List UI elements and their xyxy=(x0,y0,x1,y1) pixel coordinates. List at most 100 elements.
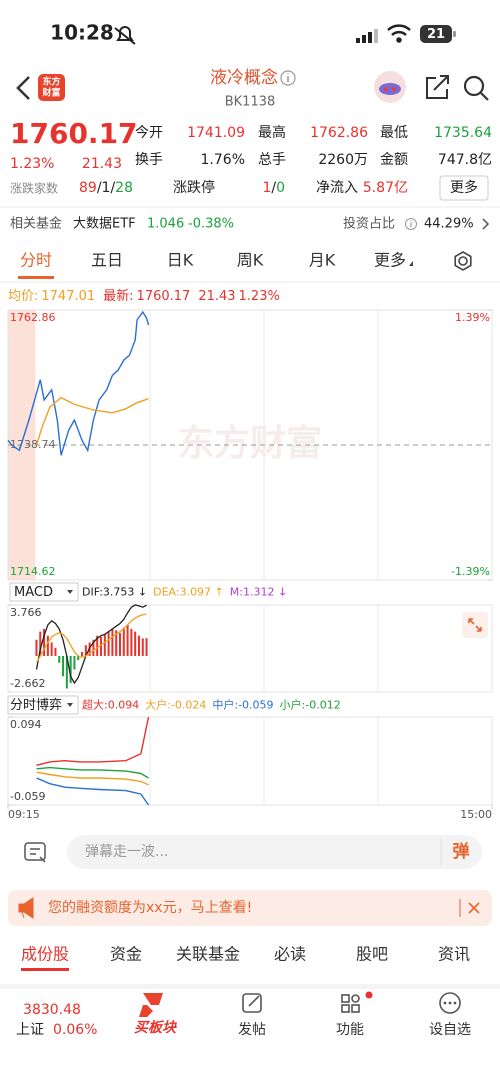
index-name: 上证 xyxy=(16,1022,44,1038)
avatar[interactable] xyxy=(374,71,406,103)
wifi-icon xyxy=(387,24,411,43)
watermark: 东方财富 xyxy=(178,422,322,464)
time-grid xyxy=(149,605,379,692)
macd-frame xyxy=(7,604,493,693)
macd-bar xyxy=(126,624,129,656)
field-label: 最高 xyxy=(258,124,286,141)
macd-bar xyxy=(69,655,72,684)
bottom-tab[interactable]: 成份股 xyxy=(21,945,69,964)
badge xyxy=(365,991,373,999)
search-button[interactable] xyxy=(463,75,489,101)
nav-item[interactable]: 设自选 xyxy=(429,1022,471,1038)
dropdown-mark xyxy=(67,703,73,707)
more-button[interactable] xyxy=(439,175,489,201)
comment-placeholder[interactable]: 弹幕走一波... xyxy=(85,844,168,860)
tab[interactable]: 日K xyxy=(167,251,194,270)
macd-bar xyxy=(118,632,121,656)
bottom-tab[interactable]: 股吧 xyxy=(356,945,388,964)
fund-label: 相关基金 xyxy=(10,216,62,232)
change: 21.43 xyxy=(82,156,122,172)
danmaku-button[interactable]: 弹 xyxy=(453,841,470,862)
expand-button[interactable] xyxy=(462,612,488,638)
board-logo-icon[interactable] xyxy=(139,993,163,1017)
info-icon[interactable] xyxy=(280,70,296,86)
nav-item[interactable]: 功能 xyxy=(336,1022,364,1038)
battery-level: 21 xyxy=(427,27,445,42)
tab[interactable]: 周K xyxy=(237,251,264,270)
flow-line xyxy=(36,716,150,766)
field-label: 最低 xyxy=(380,125,408,141)
tab[interactable]: 分时 xyxy=(20,251,52,270)
index-value: 3830.48 xyxy=(23,1002,81,1018)
breadth-part: 28 xyxy=(115,180,133,196)
legend-entry: 小户:-0.012 xyxy=(280,698,341,712)
board-logo[interactable]: 买板块 xyxy=(134,1019,178,1036)
mute-icon xyxy=(114,26,136,45)
indicator-selector[interactable] xyxy=(9,582,79,602)
macd-bar xyxy=(100,637,103,656)
macd-bar xyxy=(111,628,114,656)
x-tick-label: 09:15 xyxy=(8,808,40,821)
fund-change: -0.38% xyxy=(188,217,234,232)
share-button[interactable] xyxy=(426,75,449,99)
bottom-tab[interactable]: 必读 xyxy=(274,945,306,964)
nav-item[interactable]: 发帖 xyxy=(238,1022,266,1038)
indicator-name[interactable]: MACD xyxy=(14,585,53,600)
battery xyxy=(420,25,452,43)
page-title: 液冷概念 xyxy=(210,67,278,88)
y-tick-label: 1762.86 xyxy=(10,311,56,324)
divider xyxy=(0,984,500,989)
sector-code: BK1138 xyxy=(225,95,276,110)
danmaku-toggle[interactable] xyxy=(24,842,46,863)
close-button[interactable] xyxy=(468,902,480,914)
limit-label: 涨跌停 xyxy=(173,179,215,196)
legend-entry: M:1.312 ↓ xyxy=(230,586,287,599)
chevron[interactable] xyxy=(482,218,490,230)
comment-input[interactable] xyxy=(67,835,482,869)
logo-text: 东方 xyxy=(42,76,60,88)
fund-price: 1.046 xyxy=(147,217,184,232)
tab[interactable]: 月K xyxy=(309,251,336,270)
y-tick-label: 0.094 xyxy=(10,718,42,731)
macd-bar xyxy=(103,634,106,656)
tab-indicator xyxy=(21,968,69,971)
price: 1760.17 xyxy=(10,117,138,150)
flow-frame xyxy=(7,716,493,806)
tab[interactable]: 五日 xyxy=(91,251,123,270)
bottom-tab[interactable]: 资金 xyxy=(110,945,142,964)
flow-legend: 超大:0.094 大户:-0.024 中户:-0.059 小户:-0.012 xyxy=(82,698,341,712)
tab[interactable]: 更多 xyxy=(374,251,406,270)
field-value: 747.8亿 xyxy=(438,152,492,168)
banner-text[interactable]: 您的融资额度为xx元，马上查看! xyxy=(48,899,252,916)
y-tick-label: 3.766 xyxy=(10,606,42,619)
breadth-label: 涨跌家数 xyxy=(10,181,58,196)
watchlist-icon xyxy=(439,992,461,1014)
app-logo xyxy=(38,74,65,101)
macd-bar xyxy=(77,655,80,661)
function-icon xyxy=(341,994,360,1013)
limit-part: / xyxy=(271,180,276,196)
ratio-label: 投资占比 xyxy=(343,216,395,232)
breadth-part: 89 xyxy=(79,180,97,196)
legend-entry: 大户:-0.024 xyxy=(145,698,206,712)
battery-tip xyxy=(453,31,456,37)
flow-line xyxy=(36,777,150,806)
field-label: 金额 xyxy=(380,152,408,168)
field-value: 1.76% xyxy=(201,152,245,168)
bottom-tab[interactable]: 关联基金 xyxy=(176,945,240,964)
fund-name[interactable]: 大数据ETF xyxy=(73,217,136,232)
info-part: 最新: xyxy=(103,288,133,304)
dropdown-mark xyxy=(67,590,73,594)
banner[interactable] xyxy=(8,890,492,926)
indicator-name[interactable]: 分时博弈 xyxy=(10,697,62,713)
settings-button[interactable] xyxy=(454,251,472,271)
indicator-selector[interactable] xyxy=(7,695,79,715)
more-button-label[interactable]: 更多 xyxy=(450,179,478,196)
macd-bar xyxy=(35,639,38,656)
bottom-tab[interactable]: 资讯 xyxy=(438,945,470,964)
back-button[interactable] xyxy=(16,76,30,100)
info-part: 1760.17 xyxy=(137,289,191,304)
macd-bar xyxy=(115,630,118,656)
logo-text: 财富 xyxy=(41,87,60,99)
macd-legend: DIF:3.753 ↓ DEA:3.097 ↑ M:1.312 ↓ xyxy=(82,586,287,599)
